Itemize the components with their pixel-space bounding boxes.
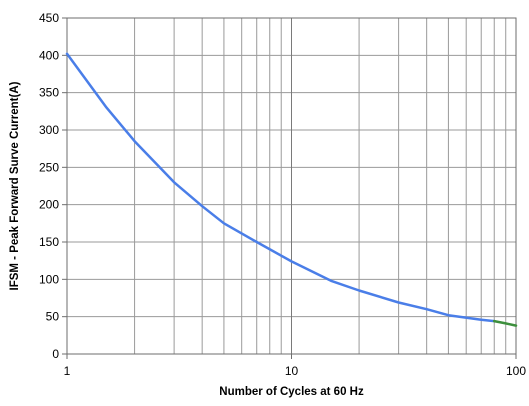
x-tick-labels: 1 10 100: [64, 364, 527, 378]
series-line-0: [65, 52, 496, 323]
x-tick-label: 100: [506, 364, 526, 378]
grid: [62, 17, 517, 359]
y-tick-label: 400: [39, 48, 59, 62]
x-tick-label: 10: [285, 364, 299, 378]
y-tick-label: 200: [39, 198, 59, 212]
x-tick-label: 1: [64, 364, 71, 378]
y-tick-label: 150: [39, 235, 59, 249]
y-tick-label: 300: [39, 123, 59, 137]
series-lines: [65, 52, 518, 327]
y-axis-title: IFSM - Peak Forward Surve Current(A): [9, 81, 21, 290]
x-axis-title: Number of Cycles at 60 Hz: [219, 386, 364, 398]
y-tick-label: 250: [39, 160, 59, 174]
y-tick-label: 100: [39, 272, 59, 286]
y-tick-label: 450: [39, 11, 59, 25]
y-tick-labels: 0 50 100 150 200 250 300 350 400 450: [39, 11, 59, 361]
y-tick-label: 0: [52, 347, 59, 361]
y-tick-label: 50: [46, 310, 60, 324]
series-line-1: [492, 319, 518, 327]
y-tick-label: 350: [39, 86, 59, 100]
